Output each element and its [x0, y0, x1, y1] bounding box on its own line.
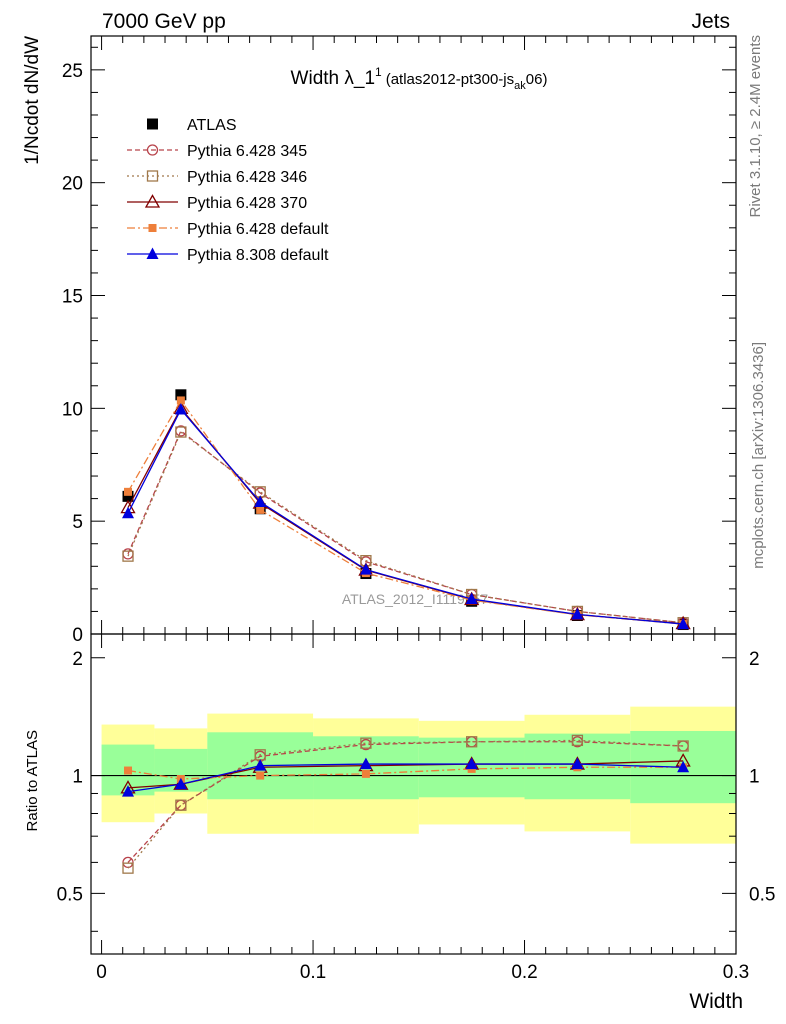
- ratio-y-tick-label-left: 1: [72, 767, 83, 788]
- ratio-data-point: [571, 734, 584, 747]
- main-series-group: [120, 389, 691, 631]
- ratio-y-tick-label-right: 2: [749, 649, 760, 670]
- ratio-y-tick-label-right: 0.5: [749, 884, 775, 905]
- legend: ATLAS Pythia 6.428 345 Pythia 6.428 346 Pyt…: [127, 117, 329, 264]
- ratio-data-point: [361, 769, 370, 778]
- ratio-data-point: [466, 736, 478, 748]
- ratio-data-point: [254, 759, 267, 771]
- ratio-data-point: [571, 757, 584, 770]
- legend-marker: [144, 194, 161, 208]
- ratio-y-tick-label-left: 2: [72, 649, 83, 670]
- ratio-data-point: [359, 757, 372, 770]
- main-data-point: [175, 426, 187, 438]
- ratio-data-point: [122, 862, 134, 874]
- main-y-tick-label: 10: [62, 399, 83, 420]
- header-right-label: Jets: [691, 10, 730, 33]
- x-axis-label: Width: [689, 990, 743, 1013]
- legend-marker: [148, 224, 157, 232]
- main-title: Width λ_11 (atlas2012-pt300-jsak06): [291, 65, 548, 92]
- x-tick-label: 0: [96, 962, 107, 983]
- legend-marker: [146, 247, 159, 259]
- main-data-point: [122, 506, 135, 519]
- ratio-plot-frame: [90, 633, 737, 955]
- x-tick-label: 0.3: [723, 962, 749, 983]
- main-data-point: [122, 490, 134, 502]
- main-data-point: [359, 563, 372, 575]
- main-data-point: [571, 607, 584, 620]
- main-data-point: [254, 495, 267, 507]
- main-data-point: [175, 389, 187, 401]
- ratio-data-point: [465, 757, 478, 770]
- ratio-data-point: [360, 737, 372, 749]
- axes-group: 0 5 10 15 20 25 0 0.1 0.2 0.3 0.5 0.5 1 1 2 2: [57, 35, 775, 983]
- legend-label: Pythia 6.428 370: [187, 195, 307, 212]
- ratio-data-point: [677, 740, 689, 752]
- main-y-tick-label: 20: [62, 174, 83, 195]
- x-tick-label: 0.1: [300, 962, 326, 983]
- legend-label: ATLAS: [187, 117, 237, 134]
- main-y-tick-label: 0: [72, 625, 83, 646]
- main-data-point: [256, 505, 265, 514]
- main-data-point: [124, 487, 133, 496]
- main-y-tick-label: 25: [62, 61, 83, 82]
- legend-label: Pythia 6.428 default: [187, 221, 329, 238]
- ratio-uncertainty-bands: [91, 706, 736, 844]
- header-left-label: 7000 GeV pp: [102, 10, 226, 33]
- legend-label: Pythia 8.308 default: [187, 247, 329, 264]
- ratio-y-tick-label-left: 0.5: [57, 884, 83, 905]
- ratio-y-axis-label: Ratio to ATLAS: [24, 730, 41, 831]
- legend-label: Pythia 6.428 346: [187, 169, 307, 186]
- ratio-data-point: [174, 777, 187, 790]
- main-y-tick-label: 5: [72, 512, 83, 533]
- main-data-point: [174, 402, 187, 415]
- ratio-data-point: [175, 799, 187, 811]
- main-data-point: [122, 548, 134, 560]
- ratio-data-point: [677, 760, 690, 773]
- main-data-point: [176, 396, 185, 405]
- rivet-label: Rivet 3.1.10, ≥ 2.4M events: [747, 35, 764, 218]
- legend-marker: [146, 170, 159, 182]
- legend-marker: [146, 144, 159, 156]
- main-y-tick-label: 15: [62, 287, 83, 308]
- legend-label: Pythia 6.428 345: [187, 143, 307, 160]
- mcplots-label: mcplots.cern.ch [arXiv:1306.3436]: [750, 342, 767, 569]
- legend-marker: [147, 118, 158, 130]
- x-tick-label: 0.2: [511, 962, 537, 983]
- main-series-line: [127, 431, 684, 624]
- ratio-series-line: [127, 741, 684, 863]
- ratio-data-point: [124, 766, 133, 775]
- main-data-point: [122, 550, 134, 562]
- ratio-series-group: [120, 734, 691, 874]
- main-y-axis-label: 1/Ncdot dN/dW: [22, 36, 43, 165]
- main-data-point: [465, 592, 478, 605]
- ratio-data-point: [256, 771, 265, 780]
- ratio-y-tick-label-right: 1: [749, 767, 760, 788]
- ratio-data-point: [122, 785, 135, 797]
- main-data-point: [677, 617, 690, 630]
